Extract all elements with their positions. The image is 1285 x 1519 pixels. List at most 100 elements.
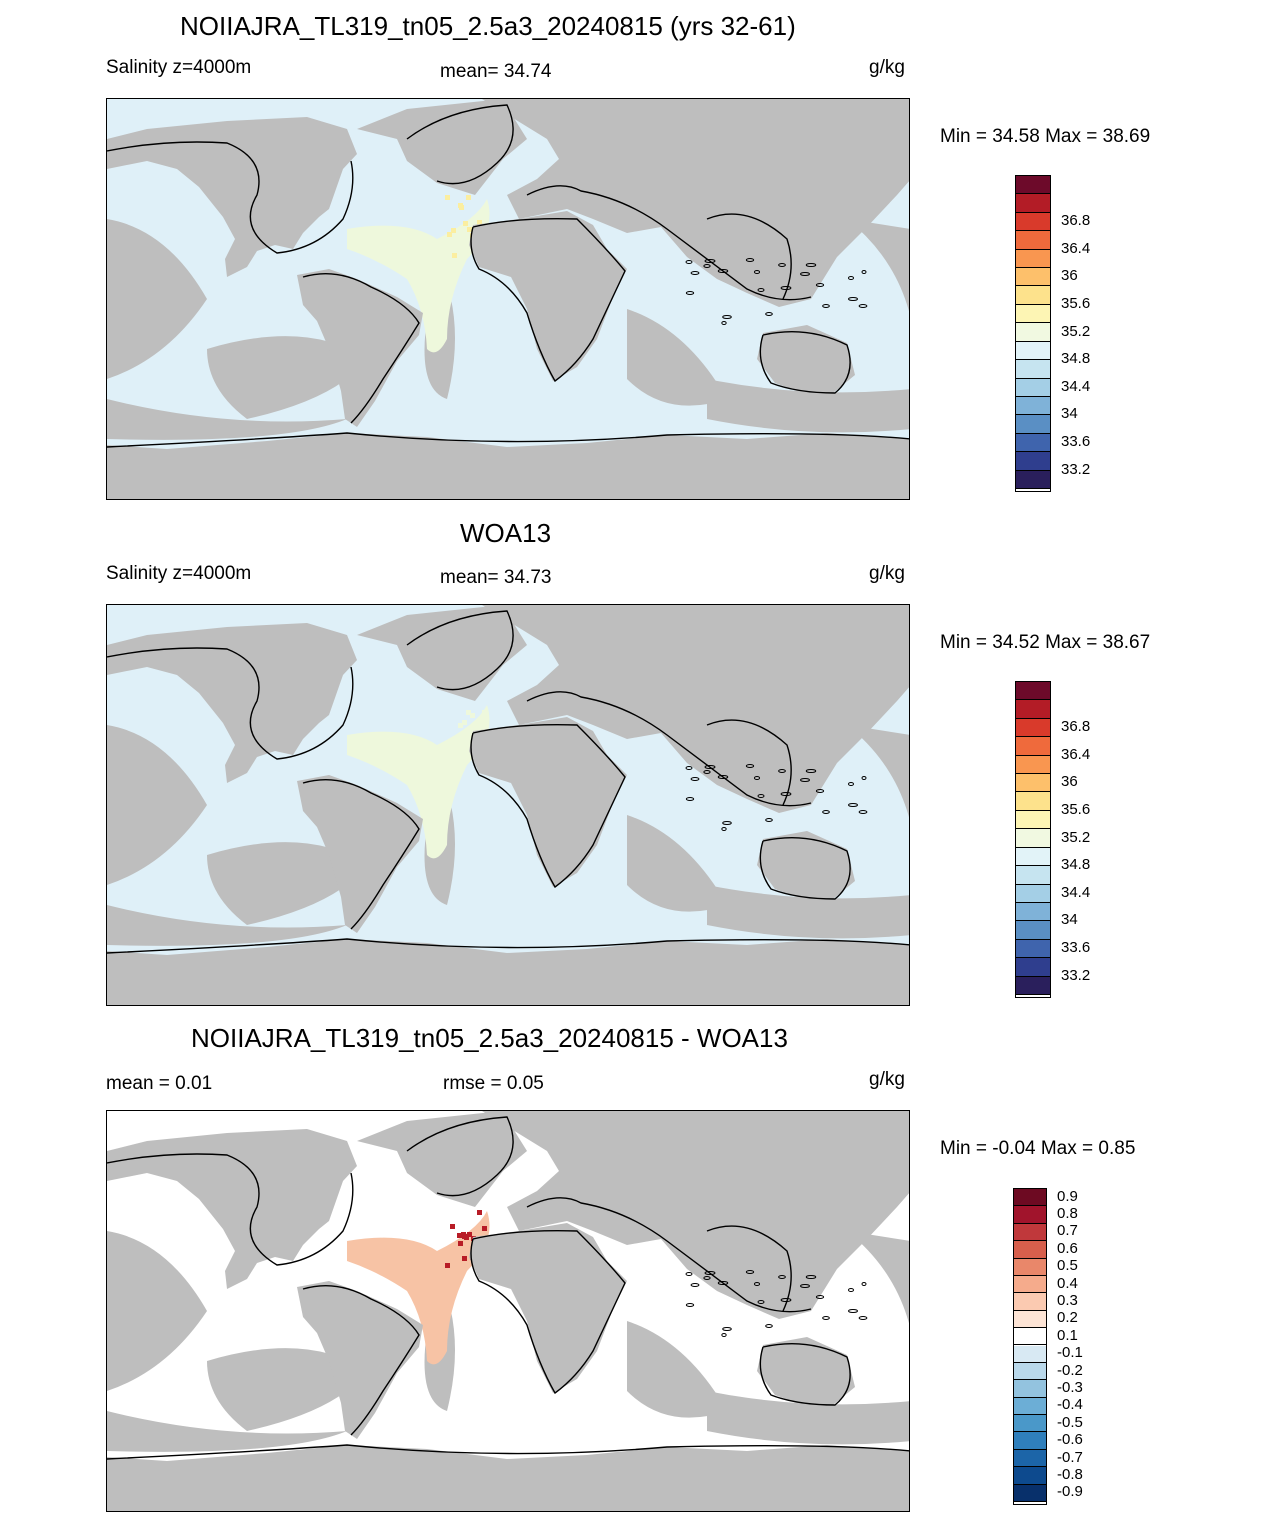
colorbar-segment (1016, 378, 1050, 397)
island-outline (822, 810, 830, 814)
highlight-cell (464, 1235, 469, 1240)
colorbar-tick-label: -0.2 (1057, 1361, 1083, 1379)
colorbar-tick-label: 33.6 (1061, 938, 1091, 956)
island-outline (765, 312, 773, 316)
colorbar-segment (1016, 452, 1050, 471)
highlight-cell (482, 710, 487, 715)
panel3-minmax-label: Min = -0.04 Max = 0.85 (940, 1138, 1136, 1159)
colorbar-segment (1014, 1310, 1046, 1329)
colorbar-segment (1014, 1345, 1046, 1363)
panel3-mean-label: mean = 0.01 (106, 1073, 213, 1094)
colorbar-segment (1016, 958, 1050, 977)
highlight-cell (470, 713, 475, 718)
atlantic-anomaly (347, 1211, 490, 1365)
island-outline (757, 288, 765, 292)
colorbar-tick-label: 35.2 (1061, 322, 1091, 340)
colorbar-tick-label: 0.1 (1057, 1326, 1078, 1344)
colorbar-tick-label: 0.2 (1057, 1309, 1078, 1327)
colorbar-segment (1014, 1397, 1046, 1416)
panel2-variable-label: Salinity z=4000m (106, 563, 252, 584)
colorbar-segment (1016, 737, 1050, 756)
colorbar-segment (1016, 682, 1050, 701)
colorbar-tick-label: 34 (1061, 405, 1078, 423)
highlight-cell (467, 227, 472, 232)
colorbar-segment (1014, 1275, 1046, 1294)
island-outline (722, 315, 732, 319)
highlight-cell (452, 253, 457, 258)
colorbar-segment (1016, 304, 1050, 324)
colorbar-tick-label: -0.4 (1057, 1396, 1083, 1414)
highlight-cell (457, 756, 462, 761)
colorbar-segment (1016, 718, 1050, 738)
colorbar-segment (1016, 884, 1050, 903)
colorbar-tick-label: 0.6 (1057, 1239, 1078, 1257)
land-mass (482, 605, 909, 813)
island-outline (685, 260, 693, 264)
highlight-cell (482, 1226, 487, 1231)
island-outline (721, 321, 727, 325)
island-outline (690, 777, 700, 781)
coastline (406, 1116, 514, 1197)
ridge-mask (707, 1391, 909, 1445)
island-outline (717, 269, 729, 273)
colorbar-tick-label: 0.5 (1057, 1257, 1078, 1275)
land-mass (297, 775, 423, 933)
colorbar-segment (1016, 360, 1050, 379)
colorbar-segment (1016, 396, 1050, 416)
colorbar-tick-label: 33.6 (1061, 432, 1091, 450)
island-outline (721, 827, 727, 831)
island-outline (717, 775, 729, 779)
island-outline (757, 794, 765, 798)
highlight-cell (445, 1263, 450, 1268)
ridge-mask (107, 399, 347, 440)
colorbar-segment (1016, 194, 1050, 213)
colorbar-tick-label: 36.8 (1061, 718, 1091, 736)
colorbar-segment (1014, 1380, 1046, 1398)
ridge-mask (207, 842, 367, 925)
highlight-cell (445, 195, 450, 200)
coastline (526, 691, 812, 807)
colorbar-tick-label: 0.9 (1057, 1187, 1078, 1205)
land-mass (297, 1281, 423, 1439)
island-outline (765, 1324, 773, 1328)
colorbar-segment (1016, 286, 1050, 305)
coastline (706, 719, 792, 806)
land-mass (107, 1445, 909, 1511)
coastline (706, 1225, 792, 1312)
island-outline (745, 1270, 755, 1274)
colorbar-segment (1016, 470, 1050, 489)
island-outline (848, 276, 854, 280)
island-outline (703, 1276, 711, 1280)
land-mass (482, 1111, 909, 1319)
colorbar-segment (1016, 792, 1050, 811)
colorbar-tick-label: 36.8 (1061, 212, 1091, 230)
highlight-cell (452, 756, 457, 761)
island-outline (778, 263, 786, 267)
ridge-mask (207, 1348, 367, 1431)
land-mass (357, 99, 527, 195)
highlight-cell (458, 1241, 463, 1246)
coastline (107, 432, 909, 448)
land-mass (107, 623, 357, 783)
colorbar-segment (1016, 774, 1050, 793)
highlight-cell (457, 1233, 462, 1238)
panel2-colorbar (1015, 681, 1051, 998)
panel1-variable-label: Salinity z=4000m (106, 57, 252, 78)
island-outline (685, 766, 693, 770)
coastline (470, 1229, 626, 1395)
colorbar-tick-label: -0.8 (1057, 1465, 1083, 1483)
island-outline (721, 1333, 727, 1337)
colorbar-segment (1014, 1449, 1046, 1468)
island-outline (815, 283, 825, 287)
island-outline (800, 778, 810, 782)
island-outline (822, 1316, 830, 1320)
panel2-mean-label: mean= 34.73 (440, 567, 552, 588)
colorbar-segment (1014, 1223, 1046, 1242)
colorbar-tick-label: 33.2 (1061, 966, 1091, 984)
colorbar-segment (1014, 1467, 1046, 1485)
land-mass (469, 717, 627, 887)
island-outline (703, 770, 711, 774)
coastline (107, 647, 354, 760)
colorbar-segment (1016, 755, 1050, 775)
ridge-mask (627, 1321, 727, 1418)
